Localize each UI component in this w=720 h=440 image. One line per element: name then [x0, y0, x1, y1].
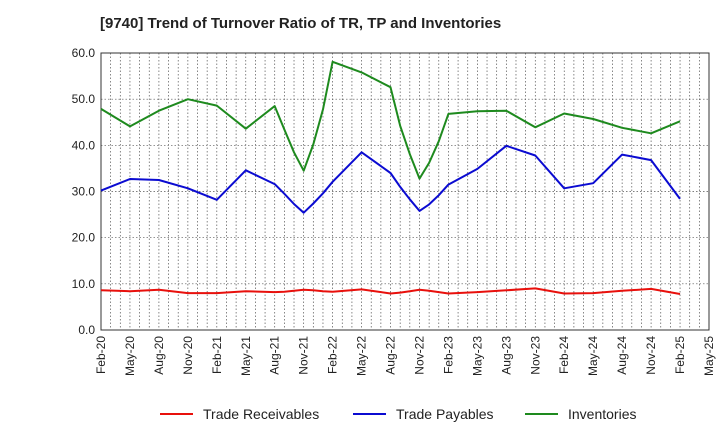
- x-tick-label: May-22: [355, 336, 369, 376]
- grid-lines: [101, 52, 710, 330]
- x-tick-label: May-21: [239, 336, 253, 376]
- x-tick-label: May-24: [586, 336, 600, 376]
- x-tick-label: Nov-23: [528, 336, 542, 375]
- x-tick-label: Feb-22: [326, 336, 340, 374]
- legend-label: Trade Receivables: [203, 406, 319, 422]
- series-lines: [100, 60, 681, 295]
- x-tick-label: Feb-21: [210, 336, 224, 374]
- x-tick-label: Aug-22: [384, 336, 398, 375]
- y-tick-label: 40.0: [72, 138, 96, 152]
- axes: 0.0 10.0 20.0 30.0 40.0 50.0 60.0 Feb-20 May-20 A…: [72, 46, 716, 376]
- legend: Trade Receivables Trade Payables Inventori…: [160, 406, 636, 422]
- x-tick-label: May-25: [702, 336, 716, 376]
- x-tick-label: Feb-20: [94, 336, 108, 374]
- x-tick-label: May-23: [470, 336, 484, 376]
- y-tick-label: 50.0: [72, 92, 96, 106]
- series-line-inventories: [100, 60, 681, 180]
- x-tick-label: Nov-24: [644, 336, 658, 375]
- plot-frame: [100, 52, 710, 331]
- x-tick-label: Feb-24: [557, 336, 571, 374]
- x-tick-label: Nov-22: [412, 336, 426, 375]
- chart-title: [9740] Trend of Turnover Ratio of TR, TP…: [100, 15, 502, 32]
- series-line-trade-payables: [100, 144, 681, 214]
- y-tick-label: 10.0: [72, 277, 96, 291]
- x-tick-label: Aug-21: [268, 336, 282, 375]
- x-tick-label: Nov-20: [181, 336, 195, 375]
- x-tick-label: Aug-24: [615, 336, 629, 375]
- legend-label: Trade Payables: [396, 406, 494, 422]
- x-tick-label: Nov-21: [297, 336, 311, 375]
- y-tick-label: 60.0: [72, 46, 96, 60]
- y-tick-label: 0.0: [78, 323, 95, 337]
- x-tick-label: Aug-23: [499, 336, 513, 375]
- series-line-trade-receivables: [100, 287, 681, 295]
- x-tick-label: Feb-23: [441, 336, 455, 374]
- y-tick-label: 30.0: [72, 185, 96, 199]
- x-tick-label: Aug-20: [152, 336, 166, 375]
- x-tick-label: May-20: [123, 336, 137, 376]
- x-tick-label: Feb-25: [673, 336, 687, 374]
- y-tick-label: 20.0: [72, 231, 96, 245]
- legend-label: Inventories: [568, 406, 636, 422]
